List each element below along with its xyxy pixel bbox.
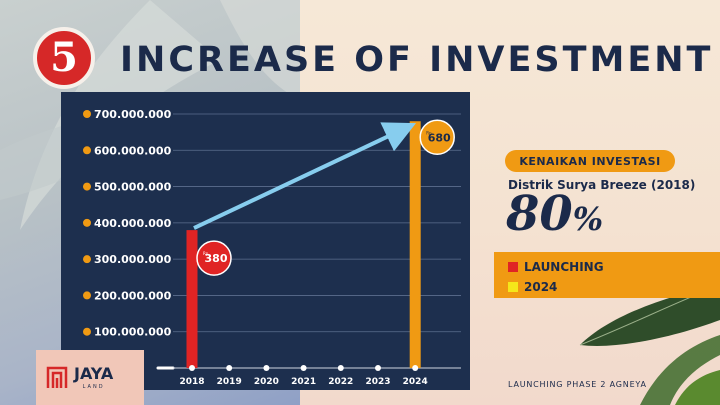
y-tick-label: 400.000.000 (94, 217, 172, 230)
x-tick-dot (375, 365, 381, 371)
y-tick-label: 500.000.000 (94, 181, 172, 194)
bar-2018 (186, 230, 198, 368)
legend-label-launching: LAUNCHING (524, 260, 604, 274)
x-tick-dot (189, 365, 195, 371)
kpi-percent-value: 80 (506, 186, 573, 242)
y-tick-currency-icon (83, 327, 91, 336)
legend-swatch-launching (508, 262, 518, 272)
data-label-prefix: Rp (203, 251, 209, 256)
footer-note: LAUNCHING PHASE 2 AGNEYA (508, 380, 647, 389)
x-tick-label: 2022 (328, 377, 353, 387)
x-tick-label: 2024 (403, 377, 428, 387)
logo-name: JAYA (74, 363, 114, 383)
y-tick-label: 300.000.000 (94, 253, 172, 266)
jaya-land-logo: JAYA LAND (36, 350, 144, 405)
x-tick-label: 2019 (217, 377, 242, 387)
legend-swatch-2024 (508, 282, 518, 292)
x-tick-dot (226, 365, 233, 371)
legend-label-2024: 2024 (524, 280, 558, 294)
x-tick-label: 2018 (179, 377, 204, 387)
data-label-badge (196, 240, 232, 276)
chart-panel: 100.000.000 200.000.000 300.000.000 400.000… (61, 92, 470, 390)
kpi-label: KENAIKAN INVESTASI (519, 154, 661, 168)
kpi-percent-sign: % (572, 200, 604, 238)
y-tick-label: 200.000.000 (94, 289, 172, 302)
y-tick-currency-icon (83, 146, 91, 155)
legend-item-2024: 2024 (508, 280, 557, 294)
data-label-prefix: Rp (426, 130, 432, 135)
bar-2024 (409, 121, 421, 368)
legend: LAUNCHING 2024 (494, 252, 720, 298)
y-tick-label: 100.000.000 (94, 326, 172, 339)
x-tick-dot (300, 365, 307, 371)
y-tick-currency-icon (83, 255, 91, 264)
section-number-badge: 5 (33, 27, 95, 89)
legend-item-launching: LAUNCHING (508, 260, 604, 274)
trend-arrow (193, 122, 417, 230)
logo-sub: LAND (82, 383, 105, 390)
y-tick-currency-icon (83, 291, 91, 300)
page-title: INCREASE OF INVESTMENT (120, 40, 714, 80)
kpi-district: Distrik Surya Breeze (2018) (508, 178, 696, 192)
kpi-label-pill: KENAIKAN INVESTASI (505, 150, 675, 172)
logo-mark-icon (46, 366, 68, 388)
x-tick-dot (263, 365, 270, 371)
y-tick-currency-icon (83, 218, 91, 227)
investment-bar-chart: 100.000.000 200.000.000 300.000.000 400.000… (83, 108, 461, 387)
x-tick-label: 2023 (365, 377, 390, 387)
x-tick-dot (412, 365, 419, 371)
y-tick-currency-icon (83, 110, 91, 118)
y-tick-label: 600.000.000 (94, 144, 172, 157)
data-label: 380 (205, 252, 228, 265)
data-label-badge (419, 119, 455, 156)
section-number: 5 (50, 34, 78, 81)
x-tick-dot (337, 365, 344, 371)
kpi-percent: 80% (506, 190, 603, 238)
data-label: 680 (428, 131, 451, 144)
x-tick-label: 2020 (254, 377, 279, 387)
x-tick-label: 2021 (291, 377, 316, 387)
y-tick-label: 700.000.000 (94, 108, 172, 121)
y-tick-currency-icon (83, 182, 91, 191)
